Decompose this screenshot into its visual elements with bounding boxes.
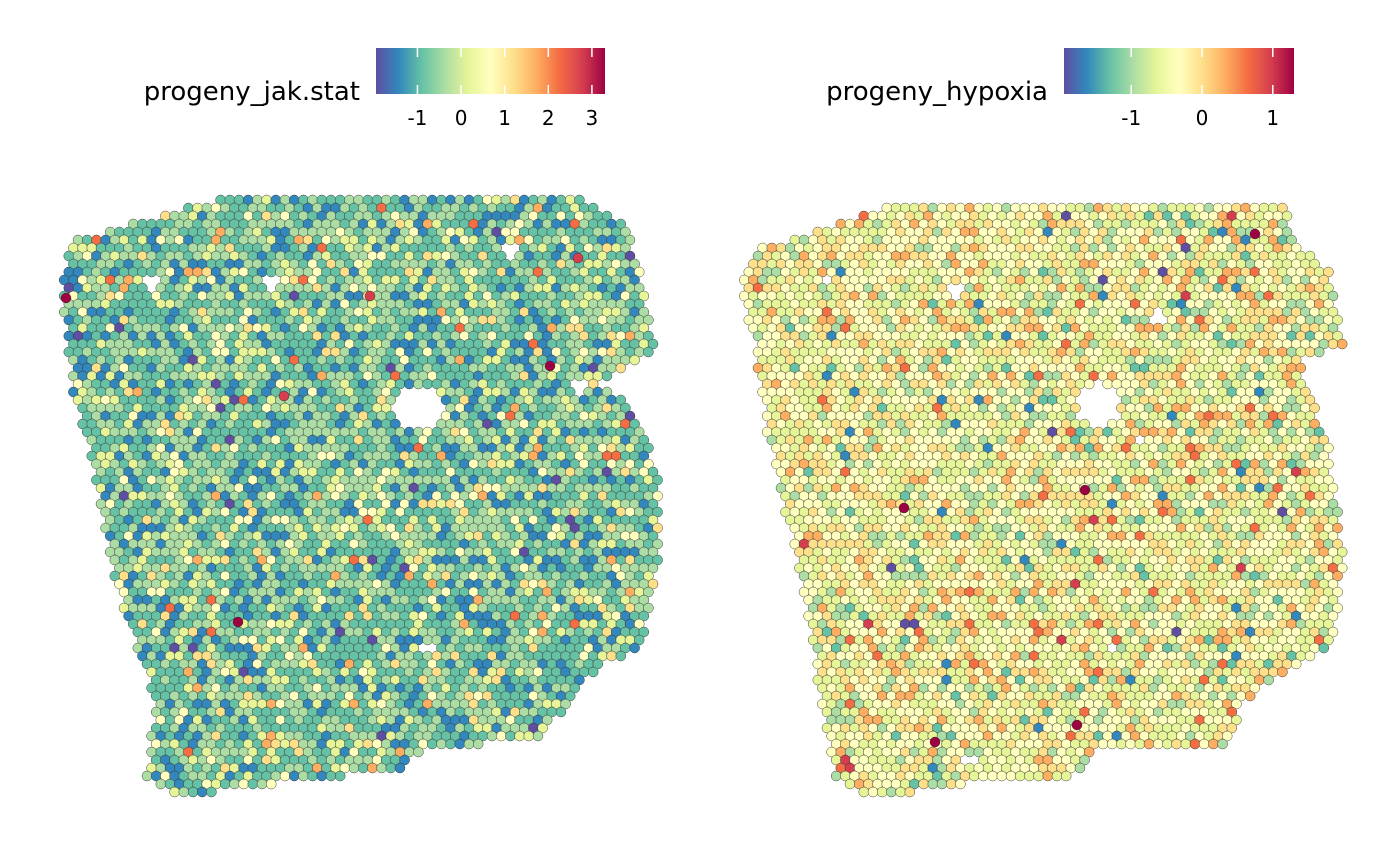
spot	[348, 762, 360, 774]
spot	[615, 362, 627, 374]
spot	[278, 390, 290, 402]
spot-layer-hypoxia	[738, 202, 1348, 798]
spot	[532, 730, 544, 742]
spot	[422, 378, 433, 390]
spot	[422, 634, 433, 646]
spot	[505, 234, 516, 246]
spot	[514, 730, 525, 742]
spot	[505, 730, 516, 742]
spot	[601, 370, 613, 382]
colorbar	[376, 48, 605, 94]
spot	[606, 650, 617, 662]
spot	[385, 762, 397, 774]
spot	[394, 762, 406, 774]
colorbar	[1064, 48, 1294, 94]
spot	[572, 252, 584, 264]
colorbar-tick-label: 0	[1196, 106, 1209, 130]
spot	[169, 786, 180, 798]
spot	[232, 616, 244, 628]
spot	[307, 770, 318, 782]
spot	[445, 738, 456, 750]
legend-title: progeny_hypoxia	[826, 77, 1048, 107]
colorbar-tick-label: 1	[1266, 106, 1279, 130]
spot	[436, 738, 447, 750]
colorbar-tick-label: -1	[407, 106, 427, 130]
spot	[555, 706, 567, 718]
spot	[206, 786, 217, 798]
colorbar-tick-label: 0	[455, 106, 468, 130]
spot	[247, 778, 259, 790]
spot	[413, 746, 424, 758]
spot	[60, 292, 72, 304]
spot	[629, 642, 640, 654]
spot	[265, 778, 277, 790]
spot	[325, 770, 337, 782]
spot	[316, 770, 328, 782]
colorbar-tick-label: -1	[1121, 106, 1141, 130]
spot	[376, 762, 387, 774]
spot	[615, 218, 627, 230]
spot	[229, 778, 240, 790]
spot	[155, 778, 167, 790]
spot	[178, 786, 190, 798]
spot	[364, 290, 376, 302]
spot	[486, 730, 498, 742]
spot	[544, 360, 556, 372]
spot	[587, 202, 599, 214]
spot	[219, 778, 231, 790]
spot	[187, 786, 199, 798]
legend-hypoxia: progeny_hypoxia -1 0 1	[826, 48, 1294, 130]
spot	[413, 378, 424, 390]
spot	[587, 666, 599, 678]
spot	[629, 354, 640, 366]
spot	[495, 730, 507, 742]
spot	[403, 378, 415, 390]
spot	[146, 266, 157, 278]
spot	[472, 738, 484, 750]
colorbar-tick-label: 3	[586, 106, 599, 130]
spot	[643, 346, 654, 358]
spot	[463, 738, 475, 750]
spot	[574, 370, 585, 382]
spot	[426, 738, 438, 750]
spot	[601, 210, 613, 222]
spot	[298, 770, 309, 782]
spot	[279, 770, 291, 782]
spot	[141, 770, 153, 782]
spot	[256, 778, 268, 790]
colorbar-tick-label: 1	[498, 106, 511, 130]
spot	[334, 770, 346, 782]
spot	[196, 786, 208, 798]
spot	[265, 266, 277, 278]
spot	[523, 730, 535, 742]
legend-title: progeny_jak.stat	[144, 77, 360, 107]
spot	[288, 770, 300, 782]
spot	[615, 650, 627, 662]
spot-layer-jak-stat	[58, 194, 663, 798]
spot	[950, 274, 962, 286]
legend-jak-stat: progeny_jak.stat -1 0 1 2 3	[144, 48, 605, 130]
colorbar-tick-label: 2	[542, 106, 555, 130]
spot	[367, 762, 378, 774]
spot	[238, 778, 249, 790]
spot	[574, 194, 585, 206]
spot	[620, 226, 631, 238]
spot	[454, 738, 466, 750]
spot	[357, 762, 369, 774]
